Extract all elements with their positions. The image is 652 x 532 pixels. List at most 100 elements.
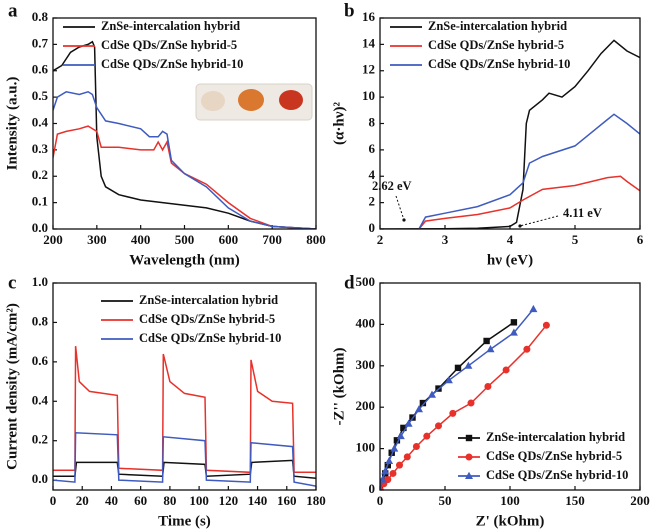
annotation-arrowhead <box>402 218 406 222</box>
marker <box>486 345 495 353</box>
y-tick-label: 0 <box>369 220 376 235</box>
annotation-arrow <box>519 215 559 227</box>
y-tick-label: 500 <box>356 274 376 289</box>
marker <box>423 432 431 440</box>
x-tick-label: 0 <box>50 493 57 508</box>
y-tick-label: 0.2 <box>32 167 48 182</box>
x-tick-label: 800 <box>306 232 326 247</box>
marker <box>404 419 413 427</box>
y-tick-label: 1.0 <box>32 274 48 289</box>
x-tick-label: 2 <box>377 232 384 247</box>
marker <box>415 405 423 413</box>
panel-label: d <box>344 272 355 293</box>
x-tick-label: 500 <box>175 232 195 247</box>
axes-frame <box>52 282 317 491</box>
legend-label: ZnSe-intercalation hybrid <box>486 430 625 444</box>
x-tick-label: 20 <box>76 493 89 508</box>
y-tick-label: 100 <box>356 440 376 455</box>
marker <box>510 319 518 326</box>
marker <box>381 467 390 475</box>
y-tick-label: 0.7 <box>32 35 49 50</box>
legend-label: CdSe QDs/ZnSe hybrid-5 <box>139 312 275 326</box>
legend-label: CdSe QDs/ZnSe hybrid-5 <box>486 449 622 463</box>
x-axis-title: Time (s) <box>158 513 211 529</box>
legend-label: CdSe QDs/ZnSe hybrid-5 <box>428 38 564 52</box>
y-tick-label: 14 <box>362 35 376 50</box>
y-tick-label: 8 <box>369 114 376 129</box>
legend-label: CdSe QDs/ZnSe hybrid-10 <box>428 57 570 71</box>
x-tick-label: 100 <box>189 493 209 508</box>
y-tick-label: 0.0 <box>32 220 48 235</box>
legend-label: ZnSe-intercalation hybrid <box>139 293 278 307</box>
marker <box>484 383 492 390</box>
y-tick-label: 4 <box>369 167 376 182</box>
marker <box>449 409 457 417</box>
legend-label: CdSe QDs/ZnSe hybrid-10 <box>139 331 281 345</box>
marker <box>465 453 473 461</box>
panel-label: a <box>8 0 18 21</box>
x-tick-label: 600 <box>219 232 239 247</box>
x-tick-label: 5 <box>572 232 579 247</box>
axes-frame <box>379 282 641 491</box>
y-axis-title: -Z'' (kOhm) <box>331 348 347 426</box>
y-tick-label: 10 <box>362 88 375 103</box>
x-tick-label: 3 <box>442 232 449 247</box>
y-tick-label: 0.4 <box>32 114 49 129</box>
series-line <box>53 346 316 474</box>
marker <box>380 475 387 483</box>
x-tick-label: 300 <box>87 232 107 247</box>
x-tick-label: 700 <box>262 232 282 247</box>
series-line <box>53 90 316 229</box>
series-line <box>418 113 640 229</box>
annotation: 4.11 eV <box>563 206 602 220</box>
y-axis-title: (α·hν)² <box>331 102 347 145</box>
inset-photo <box>195 83 313 121</box>
x-tick-label: 100 <box>500 493 520 508</box>
y-tick-label: 0.1 <box>32 194 48 209</box>
legend-label: CdSe QDs/ZnSe hybrid-10 <box>101 57 243 71</box>
x-axis-title: Wavelength (nm) <box>129 252 239 268</box>
y-tick-label: 0.8 <box>32 9 49 24</box>
y-tick-label: 0.4 <box>32 392 49 407</box>
marker <box>444 376 453 384</box>
marker <box>467 399 475 407</box>
y-tick-label: 400 <box>356 315 376 330</box>
marker <box>509 328 518 336</box>
marker <box>529 304 538 313</box>
marker <box>483 337 490 345</box>
series-line <box>53 125 316 229</box>
x-tick-label: 400 <box>131 232 151 247</box>
marker <box>419 399 427 407</box>
marker <box>390 444 399 452</box>
x-tick-label: 50 <box>439 493 452 508</box>
series-line <box>380 39 640 229</box>
marker <box>465 434 473 442</box>
y-tick-label: 0.2 <box>32 432 48 447</box>
plot-area <box>380 39 640 229</box>
marker <box>412 443 420 451</box>
marker <box>464 361 473 369</box>
annotation: 2.62 eV <box>372 179 412 193</box>
marker <box>396 461 403 469</box>
x-tick-label: 160 <box>277 493 297 508</box>
y-tick-label: 0.3 <box>32 141 49 156</box>
y-tick-label: 6 <box>369 141 376 156</box>
panel: a 200 300 400 500 600 700 800 0.0 0.1 0.2 0.3 0.4 0.5… <box>4 0 325 268</box>
x-tick-label: 150 <box>565 493 585 508</box>
marker <box>389 469 397 477</box>
annotation-arrow <box>395 195 405 221</box>
marker <box>502 366 510 374</box>
y-tick-label: 12 <box>362 62 375 77</box>
marker <box>454 364 462 372</box>
y-axis-title: Intensity (a.u.) <box>4 77 20 171</box>
x-tick-label: 140 <box>248 493 268 508</box>
y-tick-label: 0.6 <box>32 353 49 368</box>
y-tick-label: 0 <box>369 481 376 496</box>
y-axis-title: Current density (mA/cm²) <box>4 303 20 470</box>
y-tick-label: 300 <box>356 357 376 372</box>
marker <box>465 471 473 479</box>
x-tick-label: 80 <box>163 493 176 508</box>
series-line <box>53 459 316 479</box>
marker <box>384 476 392 484</box>
